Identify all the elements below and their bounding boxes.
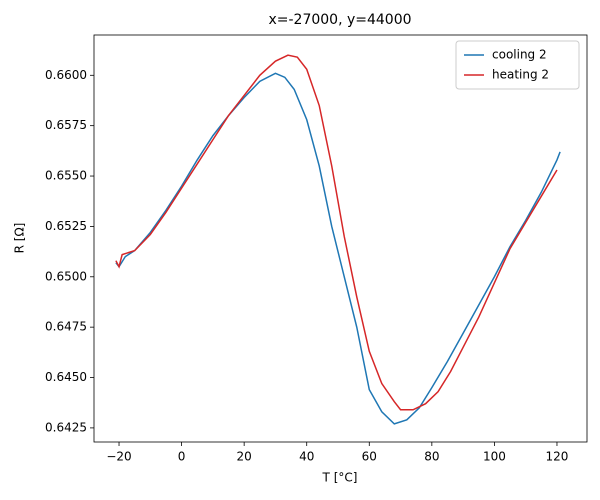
x-tick-label: −20 (106, 450, 131, 464)
y-axis-label: R [Ω] (13, 223, 27, 254)
line (115, 72, 561, 425)
x-tick-label: 60 (362, 450, 377, 464)
legend-box (455, 40, 580, 90)
y-tick-label: 0.6525 (45, 219, 87, 233)
x-tick-label: 80 (424, 450, 439, 464)
y-tick-label: 0.6550 (45, 169, 87, 183)
y-tick-label: 0.6450 (45, 370, 87, 384)
chart-title: x=-27000, y=44000 (268, 12, 411, 28)
y-tick-label: 0.6425 (45, 420, 87, 434)
y-tick-label: 0.6475 (45, 320, 87, 334)
legend-label: cooling 2 (492, 48, 547, 62)
x-tick-label: 20 (237, 450, 252, 464)
line (115, 54, 558, 411)
y-tick-label: 0.6600 (45, 68, 87, 82)
legend-label: heating 2 (492, 68, 549, 82)
legend: cooling 2 heating 2 (455, 40, 580, 90)
plot-frame (93, 34, 588, 443)
x-tick-label: 120 (546, 450, 569, 464)
x-tick-label: 100 (483, 450, 506, 464)
y-tick-label: 0.6575 (45, 118, 87, 132)
y-tick-label: 0.6500 (45, 269, 87, 283)
x-tick-label: 40 (299, 450, 314, 464)
x-axis-label: T [°C] (322, 471, 358, 485)
x-tick-label: 0 (178, 450, 186, 464)
